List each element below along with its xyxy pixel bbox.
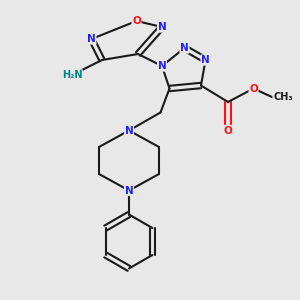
Text: N: N bbox=[158, 61, 166, 71]
Text: H₂N: H₂N bbox=[62, 70, 82, 80]
Text: N: N bbox=[87, 34, 96, 44]
Text: N: N bbox=[124, 125, 134, 136]
Text: O: O bbox=[132, 16, 141, 26]
Text: CH₃: CH₃ bbox=[273, 92, 292, 103]
Text: O: O bbox=[249, 83, 258, 94]
Text: N: N bbox=[158, 22, 166, 32]
Text: O: O bbox=[224, 125, 232, 136]
Text: N: N bbox=[180, 43, 189, 53]
Text: N: N bbox=[124, 185, 134, 196]
Text: N: N bbox=[201, 55, 210, 65]
